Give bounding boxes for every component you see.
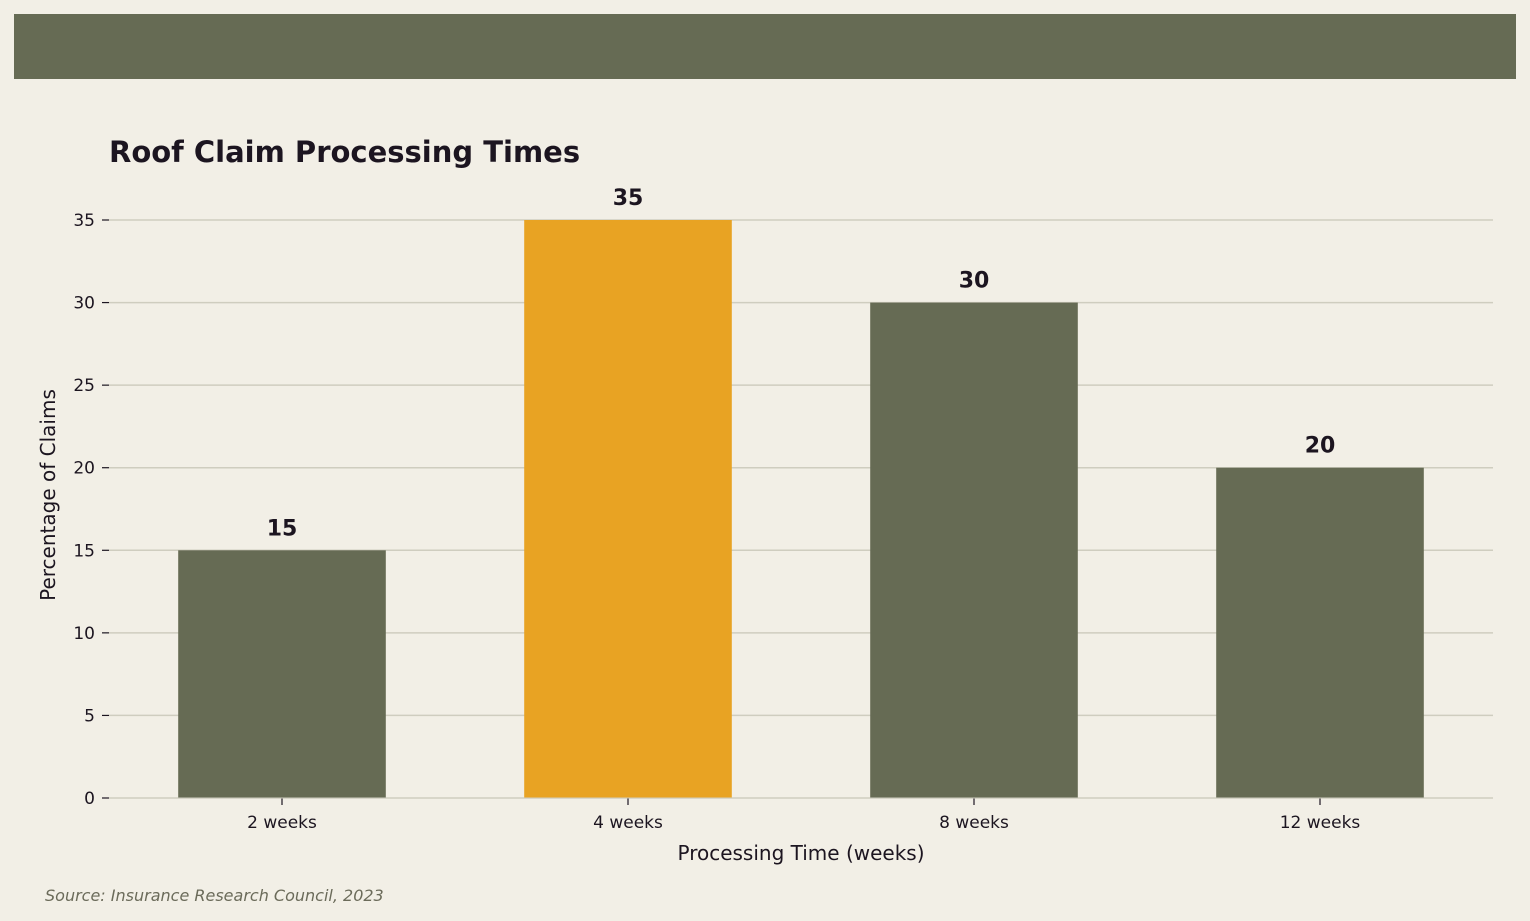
y-tick-label: 35 [73,211,95,231]
bar-value-label: 30 [959,269,990,294]
bars: 15 35 30 20 [178,186,1424,798]
y-axis-label: Percentage of Claims [36,389,60,601]
bar-value-label: 35 [613,186,644,211]
x-tick-label: 4 weeks [593,813,663,833]
bar-value-label: 15 [267,516,298,541]
bar [870,302,1078,798]
y-tick-label: 30 [73,294,95,314]
source-note: Source: Insurance Research Council, 2023 [45,886,384,905]
y-tick-label: 0 [84,789,95,809]
x-tick-label: 8 weeks [939,813,1009,833]
bar [1216,467,1424,798]
y-tick-label: 15 [73,541,95,561]
bar-value-label: 20 [1305,434,1336,459]
top-banner [14,14,1516,79]
y-tick-label: 25 [73,376,95,396]
bar [178,550,386,798]
x-tick-label: 12 weeks [1280,813,1361,833]
x-axis-label: Processing Time (weeks) [677,841,924,865]
bar [524,220,732,798]
chart-title: Roof Claim Processing Times [109,135,580,169]
y-tick-label: 20 [73,459,95,479]
axes: 0 5 10 15 20 25 30 35 2 weeks 4 weeks 8 weeks 12 we… [73,211,1493,833]
x-tick-label: 2 weeks [247,813,317,833]
y-tick-label: 10 [73,624,95,644]
y-tick-label: 5 [84,706,95,726]
